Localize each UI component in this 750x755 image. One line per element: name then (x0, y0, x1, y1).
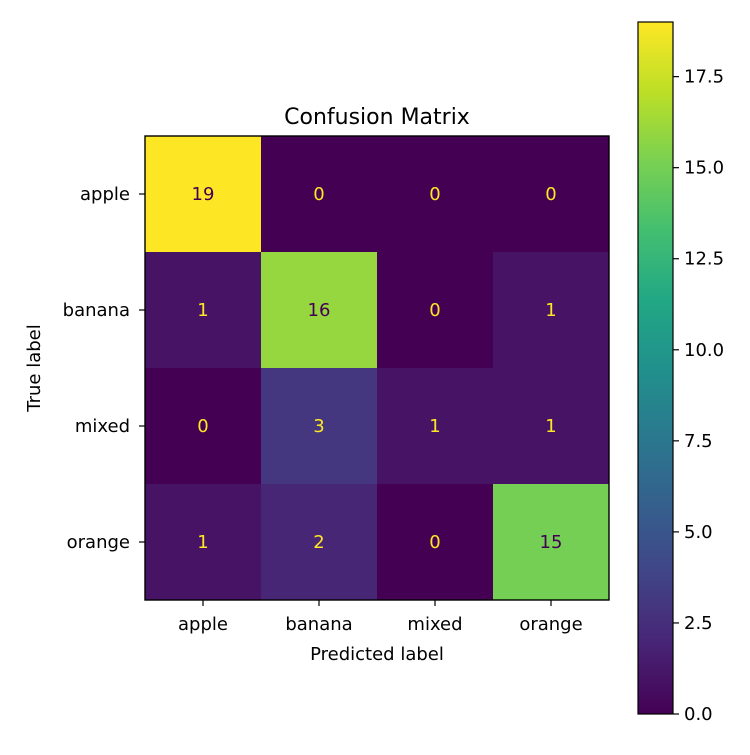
y-axis-label: True label (24, 324, 45, 413)
cell-value-label: 3 (313, 416, 324, 437)
colorbar-tick-label: 12.5 (684, 249, 724, 270)
heatmap-cell (377, 136, 494, 253)
heatmap-cell (145, 136, 262, 253)
chart-title: Confusion Matrix (284, 105, 470, 130)
matrix-frame (144, 135, 610, 601)
colorbar-tick-label: 0.0 (684, 704, 713, 725)
cell-value-label: 2 (313, 532, 324, 553)
y-tick-label: mixed (75, 416, 130, 437)
cell-value-label: 16 (308, 300, 331, 321)
y-axis-ticks: apple banana mixed orange (63, 184, 145, 553)
y-tick-label: apple (80, 184, 130, 205)
heatmap-cell (145, 368, 262, 485)
x-tick-label: apple (178, 614, 228, 635)
y-tick-label: orange (67, 532, 130, 553)
cell-value-label: 0 (429, 300, 440, 321)
colorbar-tick-label: 5.0 (684, 522, 713, 543)
colorbar-gradient (637, 21, 674, 715)
heatmap-cell (377, 252, 494, 369)
heatmap-cell (493, 252, 610, 369)
heatmap-cell (493, 368, 610, 485)
heatmap-cell (261, 368, 378, 485)
colorbar-tick-label: 15.0 (684, 158, 724, 179)
colorbar-tick-label: 10.0 (684, 340, 724, 361)
cell-value-label: 1 (545, 416, 556, 437)
heatmap-cell-labels: 19 0 0 0 1 16 0 1 0 3 1 1 1 2 0 15 (192, 184, 563, 553)
cell-value-label: 0 (197, 416, 208, 437)
cell-value-label: 1 (197, 532, 208, 553)
cell-value-label: 0 (429, 184, 440, 205)
cell-value-label: 1 (429, 416, 440, 437)
x-tick-label: mixed (407, 614, 462, 635)
heatmap-cell (145, 484, 262, 601)
cell-value-label: 0 (313, 184, 324, 205)
colorbar: 0.0 2.5 5.0 7.5 10.0 12.5 15.0 17.5 (637, 21, 724, 725)
cell-value-label: 1 (197, 300, 208, 321)
cell-value-label: 0 (429, 532, 440, 553)
x-axis-ticks: apple banana mixed orange (178, 600, 583, 635)
colorbar-tick-label: 2.5 (684, 613, 713, 634)
colorbar-tick-label: 7.5 (684, 431, 713, 452)
heatmap-cell (377, 368, 494, 485)
cell-value-label: 0 (545, 184, 556, 205)
cell-value-label: 1 (545, 300, 556, 321)
heatmap-cells (145, 136, 610, 601)
heatmap-cell (261, 136, 378, 253)
x-tick-label: orange (519, 614, 582, 635)
x-axis-label: Predicted label (310, 644, 444, 665)
y-tick-label: banana (63, 300, 130, 321)
colorbar-tick-label: 17.5 (684, 67, 724, 88)
heatmap-cell (377, 484, 494, 601)
heatmap-cell (261, 484, 378, 601)
cell-value-label: 19 (192, 184, 215, 205)
cell-value-label: 15 (540, 532, 563, 553)
x-tick-label: banana (285, 614, 352, 635)
heatmap-cell (261, 252, 378, 369)
heatmap-cell (493, 484, 610, 601)
heatmap-cell (145, 252, 262, 369)
heatmap-cell (493, 136, 610, 253)
